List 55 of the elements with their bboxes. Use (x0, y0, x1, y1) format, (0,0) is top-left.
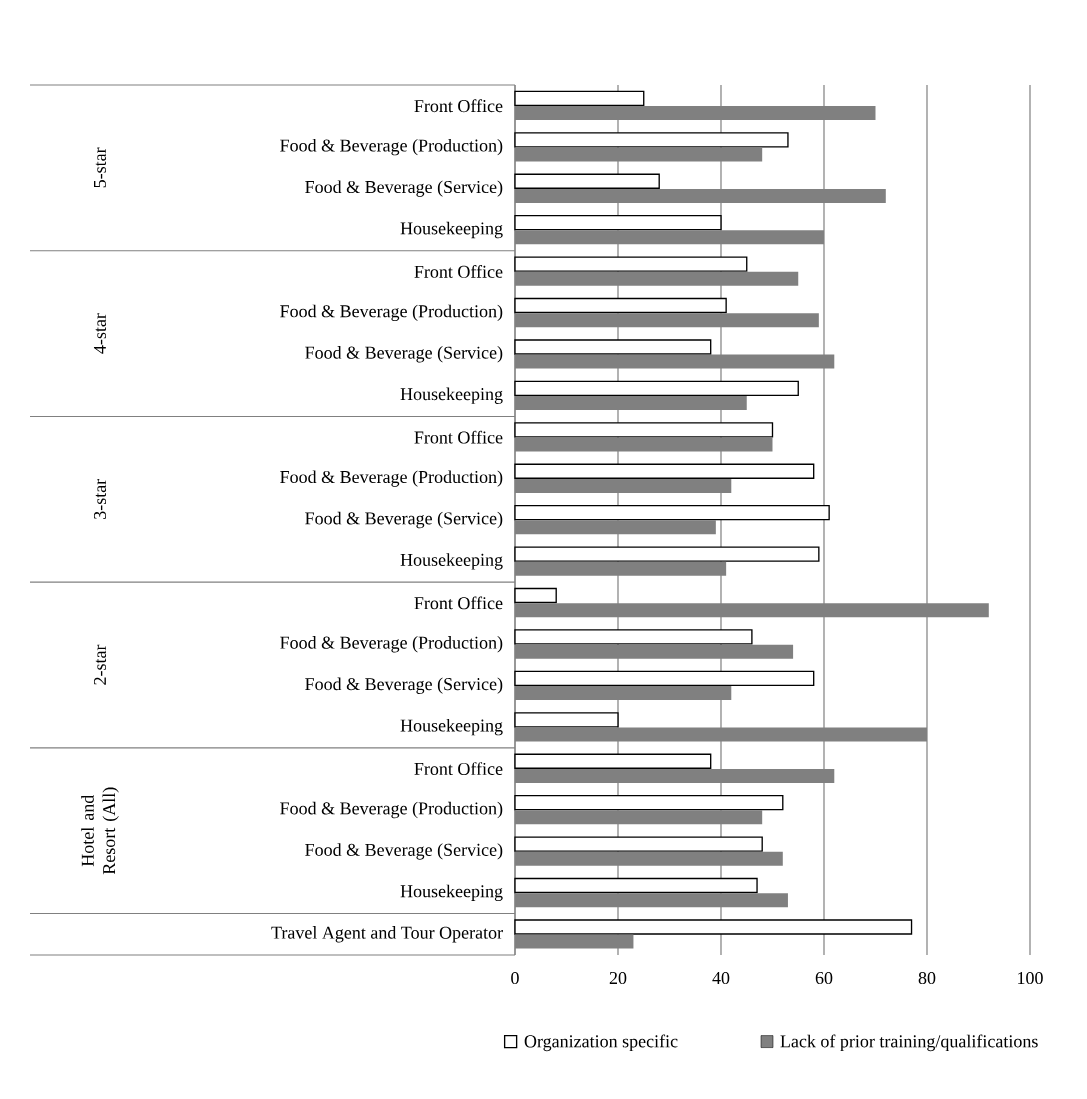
y-tick-label: Front Office (414, 596, 503, 610)
y-tick-label: Travel Agent and Tour Operator (271, 926, 503, 943)
bar (514, 919, 913, 935)
legend-label: Organization specific (524, 1034, 678, 1052)
y-tick-label: Food & Beverage (Production) (280, 636, 503, 653)
bar (514, 505, 830, 521)
bar (514, 422, 774, 438)
y-tick-label: Housekeeping (400, 884, 503, 902)
x-tick-label: 80 (918, 971, 936, 985)
y-tick-label: Housekeeping (400, 718, 503, 736)
y-tick-label: Food & Beverage (Service) (305, 180, 503, 197)
bar (514, 463, 815, 479)
y-tick-label: Food & Beverage (Production) (280, 304, 503, 322)
y-tick-label: Food & Beverage (Service) (305, 346, 503, 363)
text: 3-star (93, 478, 107, 519)
bar (514, 587, 557, 604)
x-tick-label: 40 (712, 971, 730, 985)
y-tick-label: Front Office (414, 265, 503, 278)
x-tick-label: 0 (511, 971, 519, 985)
bar (514, 297, 727, 314)
bar (514, 173, 660, 189)
text: Hotel and Resort (All) (81, 787, 119, 875)
y-tick-label: Food & Beverage (Production) (280, 801, 503, 819)
text: 4-star (93, 313, 106, 354)
text: 5-star (94, 147, 106, 188)
bar (514, 256, 748, 272)
bar (514, 795, 784, 811)
bar (514, 90, 645, 107)
bar (514, 712, 619, 728)
x-tick-label: 60 (815, 971, 833, 985)
y-tick-label: Front Office (414, 762, 503, 775)
y-tick-label: Food & Beverage (Service) (305, 677, 503, 694)
y-tick-label: Food & Beverage (Production) (280, 470, 503, 487)
y-tick-label: Front Office (414, 99, 503, 113)
bar (514, 836, 763, 852)
bar (514, 546, 820, 562)
bar (514, 877, 758, 894)
y-tick-label: Housekeeping (400, 553, 503, 570)
y-tick-label: Housekeeping (400, 221, 503, 239)
bar (514, 753, 712, 769)
bar (514, 132, 789, 148)
legend-label: Lack of prior training/qualifications (780, 1034, 1038, 1052)
bar (514, 629, 753, 645)
text: 2-star (93, 644, 107, 685)
bar (514, 380, 799, 397)
y-tick-label: Food & Beverage (Service) (305, 511, 503, 529)
bar (514, 670, 815, 687)
x-tick-label: 20 (609, 971, 627, 985)
bar (514, 339, 712, 355)
x-tick-label: 100 (1018, 971, 1043, 985)
y-tick-label: Food & Beverage (Service) (305, 843, 503, 860)
y-tick-label: Housekeeping (400, 387, 503, 404)
y-tick-label: Front Office (414, 430, 503, 444)
y-tick-label: Food & Beverage (Production) (280, 138, 503, 156)
bar (514, 215, 722, 231)
